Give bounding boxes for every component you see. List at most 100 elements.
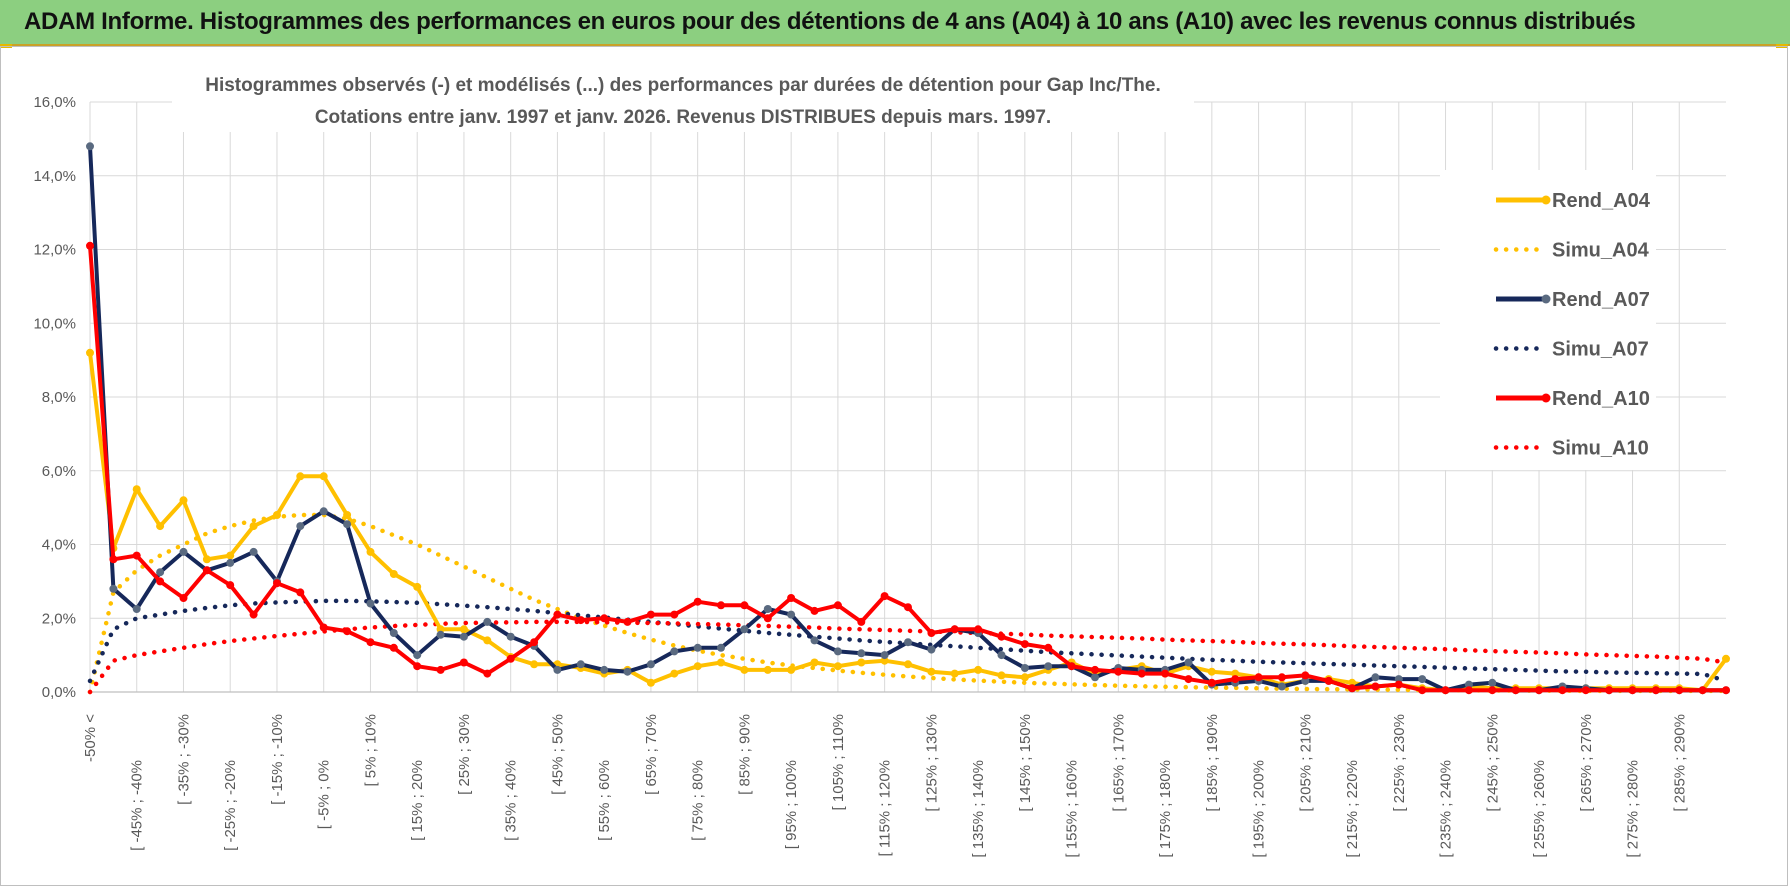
x-tick-label: [ -35% ; -30% — [175, 714, 192, 805]
data-point — [389, 629, 398, 637]
data-point — [1044, 662, 1053, 671]
data-point — [810, 606, 819, 615]
data-point — [1067, 662, 1076, 671]
x-tick-label: [ 215% ; 220% — [1344, 760, 1361, 858]
data-point — [740, 665, 749, 674]
data-point — [1698, 686, 1707, 695]
data-point — [1184, 658, 1193, 667]
data-point — [927, 645, 936, 654]
data-point — [1675, 686, 1684, 695]
data-point — [950, 669, 959, 678]
legend-marker — [1541, 195, 1551, 205]
y-tick-label: 8,0% — [42, 389, 76, 406]
data-point — [740, 625, 749, 634]
legend-marker — [1541, 294, 1551, 304]
data-point — [156, 577, 165, 586]
data-point — [366, 599, 375, 608]
data-point — [202, 555, 211, 564]
data-point — [787, 665, 796, 674]
data-point — [1301, 671, 1310, 680]
x-tick-label: [ 85% ; 90% — [736, 714, 753, 795]
x-tick-label: [ -15% ; -10% — [269, 714, 286, 805]
x-tick-label: [ 275% ; 280% — [1625, 760, 1642, 858]
data-point — [904, 638, 912, 647]
data-point — [833, 601, 842, 610]
x-tick-label: [ 115% ; 120% — [877, 760, 894, 856]
data-point — [389, 643, 398, 652]
x-tick-label: [ 95% ; 100% — [783, 760, 800, 849]
data-point — [1161, 669, 1170, 678]
data-point — [86, 348, 94, 357]
data-point — [1394, 680, 1403, 689]
x-tick-label: [ 145% ; 150% — [1017, 714, 1034, 812]
data-point — [179, 496, 188, 505]
x-tick-label: [ 175% ; 180% — [1157, 760, 1174, 858]
data-point — [1231, 669, 1240, 678]
data-point — [109, 584, 118, 593]
data-point — [1371, 673, 1380, 682]
legend-label: Rend_A07 — [1552, 289, 1650, 311]
data-point — [1488, 678, 1497, 687]
data-point — [459, 632, 468, 641]
data-point — [950, 625, 959, 634]
data-point — [249, 522, 258, 531]
data-point — [857, 617, 866, 626]
x-tick-label: [ 265% ; 270% — [1578, 714, 1595, 812]
data-point — [997, 651, 1006, 660]
data-point — [1114, 667, 1123, 676]
data-point — [880, 656, 889, 665]
data-point — [1277, 682, 1286, 691]
x-tick-label: [ 45% ; 50% — [549, 714, 566, 795]
x-tick-label: [ -45% ; -40% — [129, 760, 146, 851]
data-point — [366, 547, 375, 556]
data-point — [1254, 673, 1263, 682]
data-point — [1418, 686, 1427, 695]
data-point — [1207, 667, 1216, 676]
title-backdrop — [172, 66, 1194, 132]
chart-title-line2: Cotations entre janv. 1997 et janv. 2026… — [315, 107, 1051, 128]
data-point — [1722, 654, 1730, 663]
x-tick-label: [ 195% ; 200% — [1251, 760, 1268, 858]
data-point — [109, 555, 118, 564]
data-point — [997, 632, 1006, 641]
data-point — [179, 547, 188, 556]
data-point — [226, 551, 235, 560]
chart-series — [86, 142, 1730, 695]
x-tick-label: [ 155% ; 160% — [1064, 760, 1081, 858]
data-point — [1044, 643, 1053, 652]
data-point — [483, 617, 492, 626]
data-point — [1020, 673, 1029, 682]
data-point — [1020, 640, 1029, 649]
data-point — [1301, 676, 1310, 685]
series-line — [87, 619, 1729, 695]
x-tick-label: [ 185% ; 190% — [1204, 714, 1221, 812]
data-point — [1722, 686, 1730, 695]
data-point — [763, 614, 772, 623]
data-point — [319, 623, 328, 632]
data-point — [506, 632, 515, 641]
data-point — [1371, 682, 1380, 691]
data-point — [600, 665, 609, 674]
x-tick-label: [ 225% ; 230% — [1391, 714, 1408, 812]
data-point — [810, 658, 819, 667]
data-point — [1348, 684, 1357, 693]
data-point — [413, 582, 422, 591]
data-point — [997, 671, 1006, 680]
data-point — [974, 665, 983, 674]
data-point — [600, 614, 609, 623]
legend-label: Simu_A07 — [1552, 339, 1649, 361]
data-point — [1207, 678, 1216, 687]
data-point — [693, 662, 702, 671]
data-point — [1511, 686, 1520, 695]
data-point — [132, 605, 141, 613]
data-point — [1464, 686, 1473, 695]
data-point — [296, 522, 305, 531]
data-point — [1488, 686, 1497, 695]
chart-axes: 0,0% 2,0% 4,0% 6,0% 8,0% 10,0% 12,0% 14,0% 16,0%… — [33, 94, 1726, 858]
data-point — [1184, 675, 1193, 684]
data-point — [459, 625, 468, 634]
x-tick-label: [ 105% ; 110% — [830, 714, 847, 810]
data-point — [553, 610, 562, 619]
data-point — [553, 665, 562, 674]
